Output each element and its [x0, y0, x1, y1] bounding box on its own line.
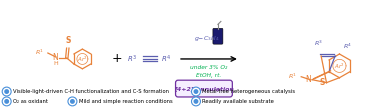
Circle shape — [194, 99, 198, 104]
FancyBboxPatch shape — [175, 80, 232, 97]
Text: $\mathit{Ar}^2$: $\mathit{Ar}^2$ — [77, 54, 88, 64]
Text: Readily available substrate: Readily available substrate — [203, 99, 274, 104]
Text: Visible-light-driven C-H functionalization and C-S formation: Visible-light-driven C-H functionalizati… — [13, 89, 169, 94]
Circle shape — [68, 97, 77, 106]
Circle shape — [4, 99, 9, 104]
Text: $\mathit{R}^4$: $\mathit{R}^4$ — [343, 42, 352, 51]
Text: N: N — [52, 54, 58, 62]
Text: $g\mathit{-C_3N_4}$: $g\mathit{-C_3N_4}$ — [194, 34, 220, 43]
Text: $\mathit{R}^1$: $\mathit{R}^1$ — [288, 72, 297, 81]
FancyBboxPatch shape — [213, 28, 223, 44]
Text: S: S — [319, 78, 324, 87]
Text: $\mathit{R}^3$: $\mathit{R}^3$ — [314, 39, 323, 48]
Circle shape — [194, 89, 198, 94]
Text: [4+2] annulation: [4+2] annulation — [174, 86, 234, 91]
Text: EtOH, rt.: EtOH, rt. — [196, 73, 222, 78]
Text: +: + — [112, 53, 122, 65]
Circle shape — [70, 99, 75, 104]
Text: $\mathit{Ar}^2$: $\mathit{Ar}^2$ — [334, 61, 345, 70]
Text: O₂ as oxidant: O₂ as oxidant — [13, 99, 48, 104]
Circle shape — [192, 87, 200, 96]
Text: H: H — [53, 61, 58, 66]
Circle shape — [2, 97, 11, 106]
Text: N: N — [305, 75, 311, 84]
Text: $\mathit{R}^4$: $\mathit{R}^4$ — [161, 53, 171, 65]
Text: $\mathit{R}^1$: $\mathit{R}^1$ — [35, 47, 44, 57]
Text: under 3% O₂: under 3% O₂ — [190, 65, 228, 70]
Circle shape — [192, 97, 200, 106]
Text: Mild and simple reaction conditions: Mild and simple reaction conditions — [79, 99, 173, 104]
Text: $\mathit{R}^3$: $\mathit{R}^3$ — [127, 53, 137, 65]
Circle shape — [2, 87, 11, 96]
Circle shape — [4, 89, 9, 94]
Text: S: S — [65, 36, 70, 45]
Text: Metal-free heterogeneous catalysis: Metal-free heterogeneous catalysis — [203, 89, 296, 94]
